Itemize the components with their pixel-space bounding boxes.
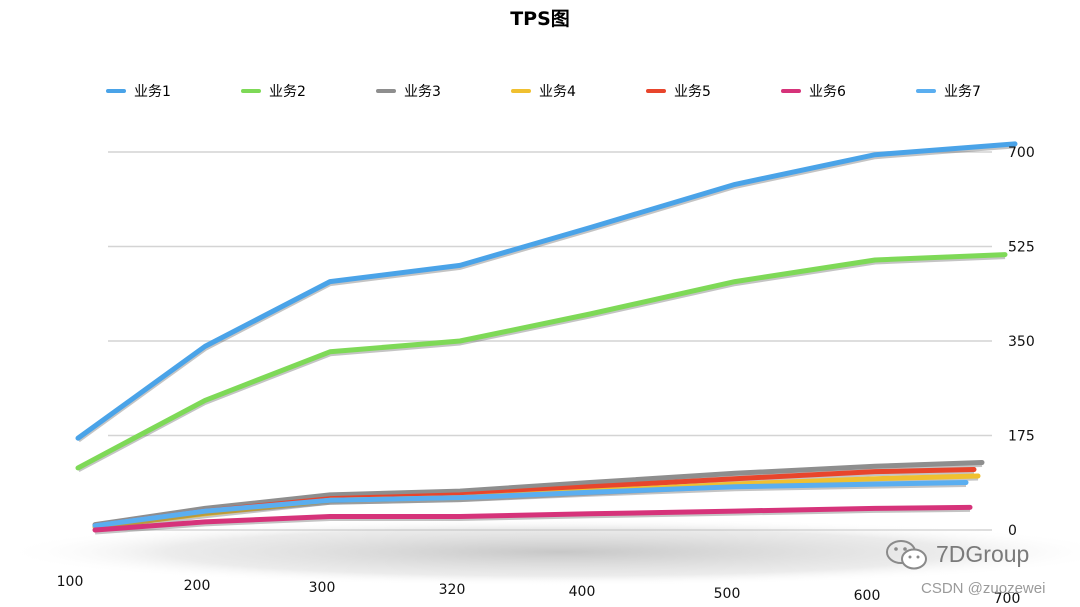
x-tick-label: 600 xyxy=(854,588,881,604)
chart-legend: 业务1 业务2 业务3 业务4 业务5 业务6 业务7 xyxy=(106,84,981,100)
y-tick-label: 525 xyxy=(1008,240,1035,256)
legend-label: 业务6 xyxy=(809,84,846,100)
series-line xyxy=(75,141,1018,441)
legend-label: 业务5 xyxy=(674,84,711,100)
y-tick-label: 350 xyxy=(1008,334,1035,350)
floor-shadow xyxy=(0,518,1080,586)
x-tick-label: 400 xyxy=(569,584,596,600)
x-tick-label: 200 xyxy=(184,578,211,594)
series-line xyxy=(92,460,985,528)
watermark-brand: 7DGroup xyxy=(936,541,1030,567)
x-axis-ticks: 100 200 300 320 400 500 600 700 xyxy=(57,574,1021,607)
wechat-icon xyxy=(886,540,927,570)
chart-grid xyxy=(108,151,992,531)
x-tick-label: 320 xyxy=(439,582,466,598)
chart-title: TPS图 xyxy=(510,8,570,30)
series-line xyxy=(92,504,973,533)
y-tick-label: 0 xyxy=(1008,523,1017,539)
x-tick-label: 500 xyxy=(714,586,741,602)
x-tick-label: 700 xyxy=(994,591,1021,607)
series-line xyxy=(75,252,1008,471)
y-axis-ticks: 0 175 350 525 700 xyxy=(1008,145,1035,539)
y-tick-label: 175 xyxy=(1008,429,1035,445)
series-line-shadow xyxy=(76,253,1006,473)
x-tick-label: 100 xyxy=(57,574,84,590)
chart-series xyxy=(75,141,1018,535)
y-tick-label: 700 xyxy=(1008,145,1035,161)
legend-label: 业务2 xyxy=(269,84,306,100)
legend-label: 业务1 xyxy=(134,84,171,100)
series-line xyxy=(92,479,969,529)
legend-label: 业务4 xyxy=(539,84,576,100)
legend-label: 业务7 xyxy=(944,84,981,100)
legend-label: 业务3 xyxy=(404,84,441,100)
x-tick-label: 300 xyxy=(309,580,336,596)
watermark-csdn: CSDN @zuozewei xyxy=(921,580,1046,597)
